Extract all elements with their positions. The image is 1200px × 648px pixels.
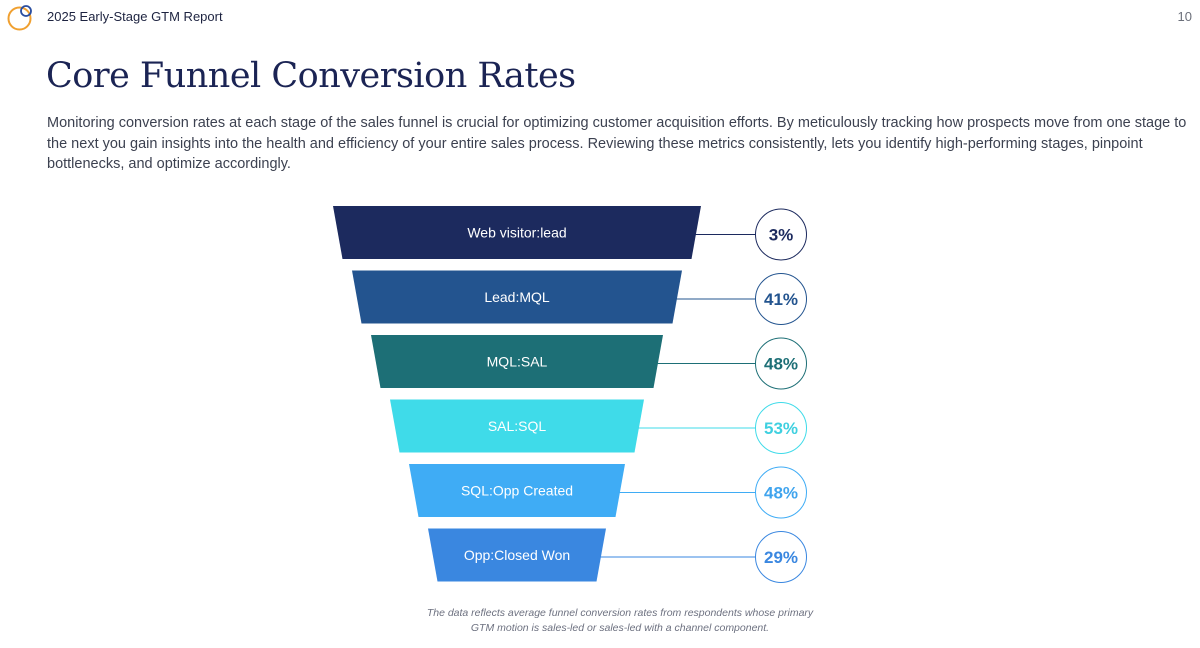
value-label: 48% bbox=[764, 484, 798, 503]
funnel-segment bbox=[409, 464, 625, 517]
stage-label: Web visitor:lead bbox=[467, 225, 566, 241]
page-number: 10 bbox=[1177, 9, 1192, 24]
funnel-segment bbox=[428, 528, 606, 582]
stage-label: Lead:MQL bbox=[484, 289, 550, 305]
intro-paragraph: Monitoring conversion rates at each stag… bbox=[47, 115, 1187, 172]
value-circle bbox=[755, 208, 807, 261]
report-title: 2025 Early-Stage GTM Report bbox=[47, 9, 223, 24]
value-label: 53% bbox=[764, 419, 798, 438]
value-circle bbox=[755, 402, 807, 454]
overlapping-circles-icon bbox=[7, 5, 32, 31]
value-circle bbox=[755, 273, 807, 325]
funnel-stage: Web visitor:lead 3% bbox=[333, 206, 807, 261]
value-circle bbox=[755, 466, 807, 519]
value-label: 3% bbox=[769, 226, 794, 245]
value-label: 29% bbox=[764, 548, 798, 567]
stage-label: Opp:Closed Won bbox=[464, 547, 570, 563]
funnel-segment bbox=[371, 335, 663, 388]
funnel-stage: Opp:Closed Won 29% bbox=[428, 528, 807, 583]
stage-label: MQL:SAL bbox=[487, 354, 548, 370]
funnel-stage: Lead:MQL 41% bbox=[352, 270, 807, 325]
funnel-stage: SAL:SQL 53% bbox=[390, 399, 807, 454]
funnel-stage: SQL:Opp Created 48% bbox=[409, 464, 807, 519]
footnote: The data reflects average funnel convers… bbox=[426, 607, 814, 634]
stage-label: SQL:Opp Created bbox=[461, 483, 573, 499]
stage-label: SAL:SQL bbox=[488, 418, 547, 434]
value-circle bbox=[755, 337, 807, 390]
funnel-stage: MQL:SAL 48% bbox=[371, 335, 807, 390]
value-label: 48% bbox=[764, 355, 798, 374]
funnel-segment bbox=[352, 270, 682, 324]
page-title: Core Funnel Conversion Rates bbox=[46, 56, 576, 96]
value-circle bbox=[755, 531, 807, 583]
page-header: 2025 Early-Stage GTM Report 10 bbox=[0, 0, 1200, 36]
value-label: 41% bbox=[764, 290, 798, 309]
funnel-segment bbox=[333, 206, 701, 259]
funnel-segment bbox=[390, 399, 644, 453]
